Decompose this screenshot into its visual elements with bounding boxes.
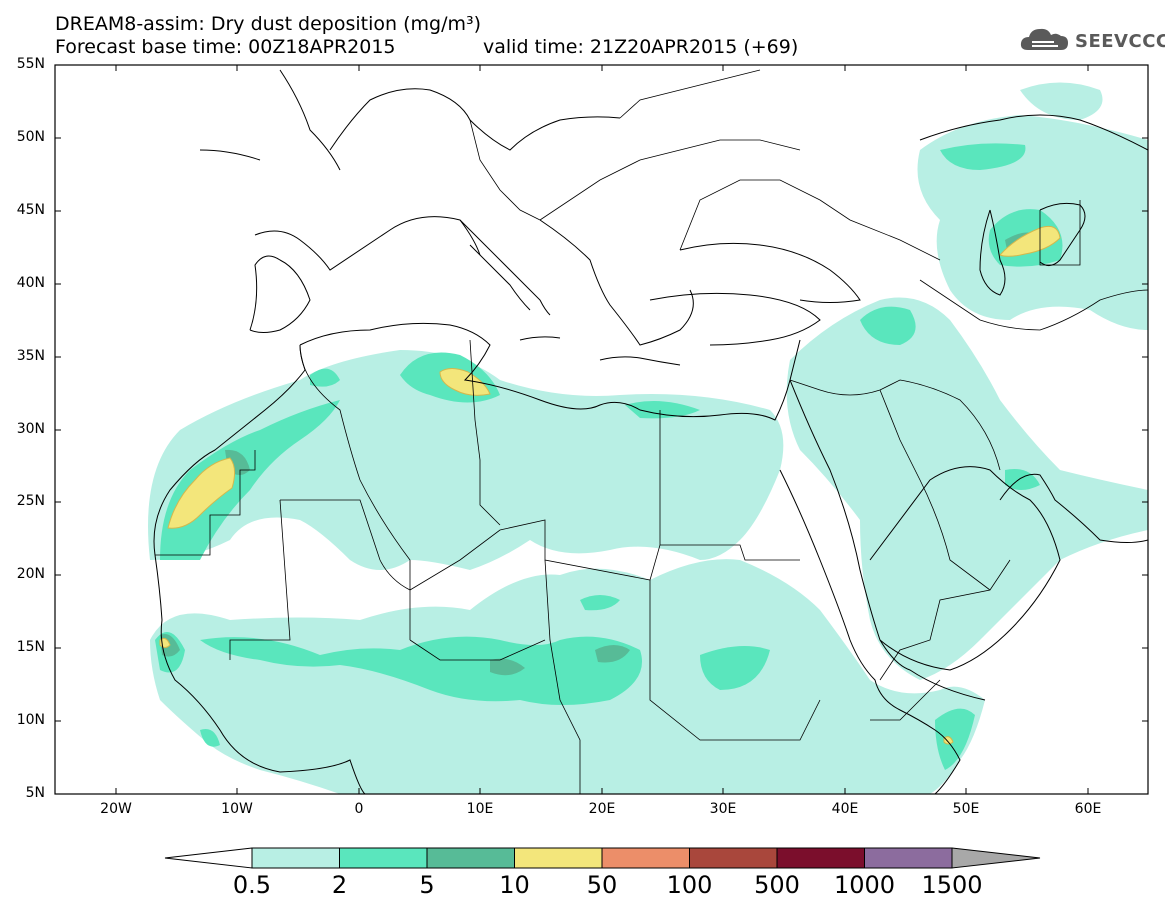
logo-text: SEEVCCC [1075,31,1165,52]
lat-label: 15N [16,639,45,656]
lat-label: 45N [16,201,45,218]
lon-label: 0 [354,801,364,817]
lat-label: 5N [25,785,45,801]
lat-ticks [55,64,1148,795]
lon-label: 50E [952,801,980,817]
colorbar-label: 100 [666,871,713,899]
colorbar-label: 0.5 [232,871,272,899]
deposition-5-10 [160,232,1045,676]
colorbar-swatch [689,847,778,869]
lat-label: 35N [16,347,45,364]
lon-label: 20W [100,801,132,817]
lon-ticks [115,65,1089,794]
colorbar-label: 50 [586,871,618,899]
map-title: DREAM8-assim: Dry dust deposition (mg/m³… [55,13,482,35]
colorbar-min-arrow [164,847,253,869]
colorbar-label: 1500 [921,871,983,899]
colorbar-swatch [776,847,865,869]
lon-label: 40E [831,801,859,817]
colorbar-label: 500 [754,871,800,899]
valid-time: valid time: 21Z20APR2015 (+69) [483,36,799,58]
borders [155,69,1148,794]
coastlines [153,69,1148,794]
colorbar-max-arrow [951,847,1041,869]
lon-label: 20E [588,801,616,817]
lat-label: 30N [16,420,45,437]
colorbar-label: 10 [499,871,530,899]
lon-label: 10W [221,801,253,817]
forecast-base-time: Forecast base time: 00Z18APR2015 [55,36,396,58]
lon-label: 60E [1074,801,1102,817]
colorbar-swatch [339,847,428,869]
colorbar-swatch [514,847,603,869]
colorbar-label: 1000 [833,871,896,899]
colorbar-label: 2 [331,871,348,899]
colorbar-swatch [864,847,953,869]
lat-label: 25N [16,493,45,510]
lat-label: 50N [16,128,45,145]
lat-label: 10N [16,712,45,729]
lat-label: 40N [16,274,45,291]
lon-label: 10E [466,801,494,817]
colorbar-swatch [251,847,340,869]
lon-label: 30E [709,801,737,817]
lat-label: 55N [16,56,45,72]
lat-label: 20N [16,566,45,583]
colorbar-label: 5 [419,871,435,899]
colorbar-swatch [426,847,515,869]
colorbar-swatch [601,847,690,869]
cloud-logo-icon [1020,28,1068,50]
